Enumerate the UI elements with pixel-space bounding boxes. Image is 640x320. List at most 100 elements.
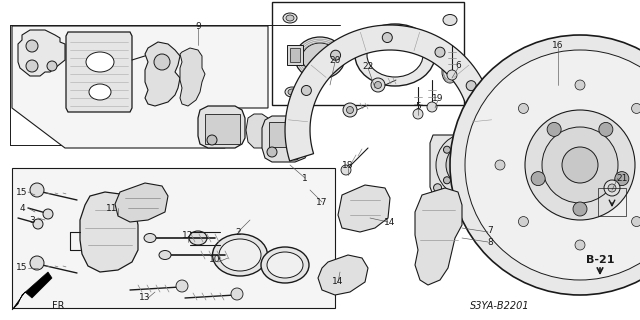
Circle shape (433, 184, 442, 192)
Circle shape (632, 103, 640, 113)
Text: 13: 13 (140, 293, 151, 302)
Polygon shape (430, 135, 506, 195)
Circle shape (518, 217, 529, 227)
Circle shape (599, 123, 613, 136)
Circle shape (30, 256, 44, 270)
Polygon shape (262, 116, 308, 162)
Circle shape (231, 288, 243, 300)
Circle shape (331, 50, 340, 60)
Text: B-21: B-21 (586, 255, 614, 265)
Text: 10: 10 (209, 255, 221, 265)
Polygon shape (145, 42, 180, 106)
Ellipse shape (286, 15, 294, 21)
Circle shape (374, 82, 381, 89)
Text: 19: 19 (432, 93, 444, 102)
Circle shape (43, 209, 53, 219)
Circle shape (26, 40, 38, 52)
Text: 22: 22 (362, 61, 374, 70)
Ellipse shape (442, 61, 458, 83)
Ellipse shape (288, 89, 296, 95)
Polygon shape (318, 255, 368, 295)
Ellipse shape (144, 234, 156, 243)
Polygon shape (285, 25, 495, 161)
Polygon shape (415, 188, 462, 285)
Text: 8: 8 (487, 237, 493, 246)
Circle shape (531, 172, 545, 186)
Circle shape (547, 123, 561, 136)
Polygon shape (12, 272, 52, 310)
Text: FR.: FR. (52, 301, 68, 311)
Text: 15: 15 (16, 263, 28, 273)
Ellipse shape (355, 24, 435, 86)
Text: 15: 15 (16, 188, 28, 196)
Ellipse shape (89, 84, 111, 100)
Bar (272, 2, 464, 105)
Polygon shape (12, 168, 335, 308)
Circle shape (30, 183, 44, 197)
Text: 17: 17 (316, 197, 328, 206)
Circle shape (267, 147, 277, 157)
Circle shape (33, 219, 43, 229)
Circle shape (472, 186, 479, 193)
Circle shape (447, 70, 457, 80)
Text: 14: 14 (332, 277, 344, 286)
Circle shape (495, 160, 505, 170)
Circle shape (632, 217, 640, 227)
Ellipse shape (443, 14, 457, 26)
Circle shape (444, 177, 451, 184)
Circle shape (176, 280, 188, 292)
Circle shape (413, 109, 423, 119)
Circle shape (458, 155, 478, 175)
Ellipse shape (367, 33, 423, 77)
Text: 5: 5 (415, 101, 421, 110)
Bar (598, 188, 626, 216)
Polygon shape (198, 106, 245, 148)
Text: 9: 9 (195, 21, 201, 30)
Circle shape (154, 54, 170, 70)
Text: 4: 4 (19, 204, 25, 212)
Ellipse shape (86, 52, 114, 72)
Circle shape (575, 80, 585, 90)
Bar (287, 45, 303, 65)
Polygon shape (12, 26, 268, 148)
Circle shape (427, 102, 437, 112)
Text: S3YA-B2201: S3YA-B2201 (470, 301, 530, 311)
Text: 3: 3 (29, 215, 35, 225)
Text: 12: 12 (182, 230, 194, 239)
Circle shape (341, 165, 351, 175)
Polygon shape (66, 32, 132, 112)
Circle shape (444, 146, 451, 153)
Polygon shape (338, 185, 390, 232)
Circle shape (26, 60, 38, 72)
Text: 6: 6 (455, 60, 461, 69)
Text: 1: 1 (302, 173, 308, 182)
Text: 11: 11 (106, 204, 118, 212)
Polygon shape (18, 30, 65, 76)
Ellipse shape (285, 87, 299, 97)
Circle shape (450, 35, 640, 295)
Circle shape (490, 162, 497, 169)
Circle shape (47, 61, 57, 71)
Text: 16: 16 (552, 41, 564, 50)
Circle shape (466, 81, 476, 91)
Text: 18: 18 (342, 161, 354, 170)
Bar (269, 122, 302, 147)
Ellipse shape (212, 234, 268, 276)
Text: 2: 2 (235, 228, 241, 236)
Polygon shape (246, 114, 270, 148)
Ellipse shape (267, 252, 303, 278)
Circle shape (562, 147, 598, 183)
Circle shape (446, 143, 490, 187)
Circle shape (518, 103, 529, 113)
Ellipse shape (283, 13, 297, 23)
Circle shape (290, 150, 300, 160)
Circle shape (382, 33, 392, 43)
Circle shape (604, 180, 620, 196)
Ellipse shape (295, 37, 345, 79)
Text: 14: 14 (384, 218, 396, 227)
Bar (290, 48, 300, 62)
Text: 20: 20 (330, 55, 340, 65)
Circle shape (301, 85, 312, 95)
Circle shape (472, 137, 479, 144)
Circle shape (207, 135, 217, 145)
